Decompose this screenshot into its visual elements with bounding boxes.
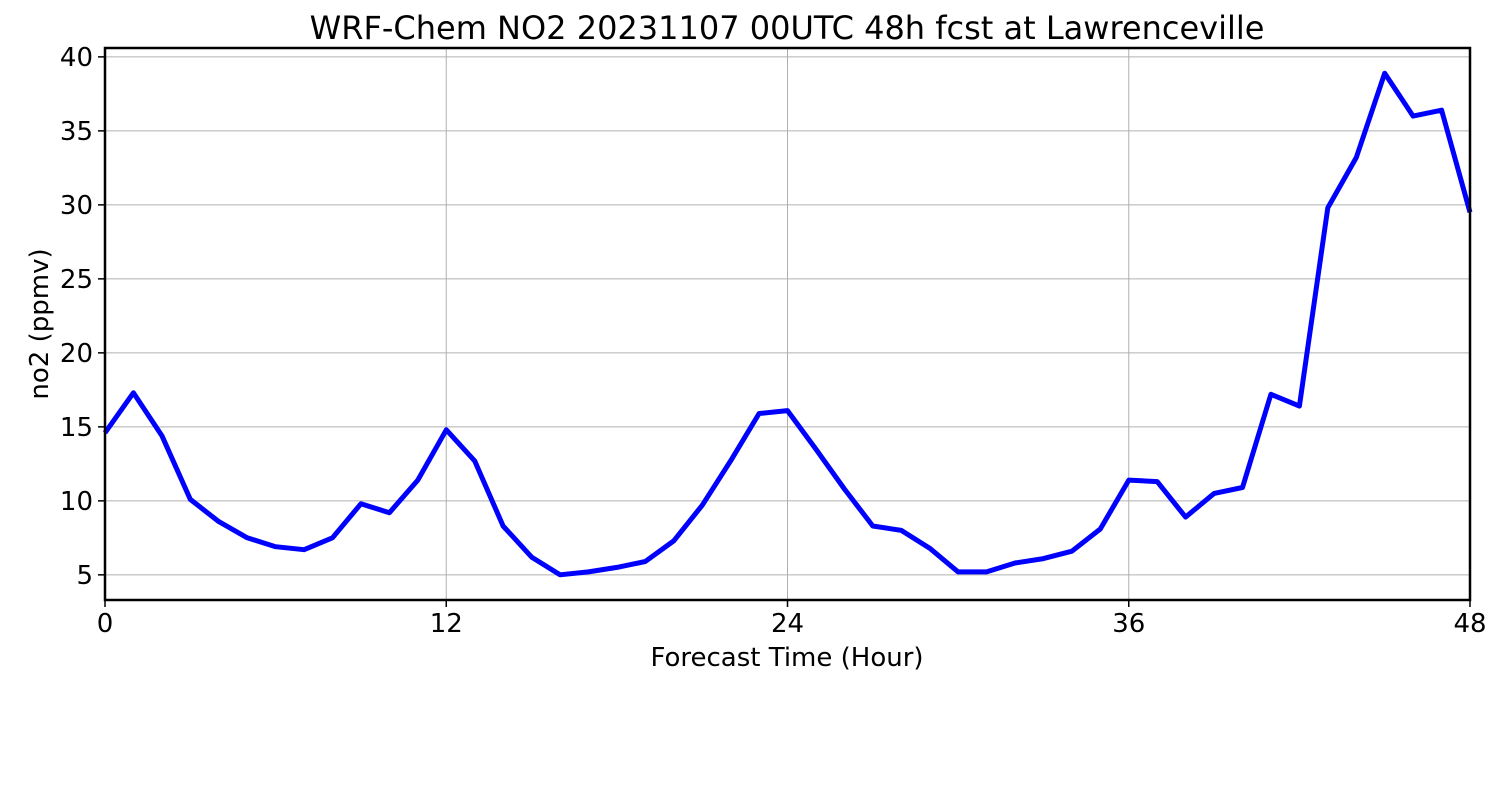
grid-lines [104,48,1471,600]
y-tick-label: 25 [60,265,93,295]
y-tick-label: 40 [60,43,93,73]
y-tick-label: 10 [60,487,93,517]
x-axis-label: Forecast Time (Hour) [650,643,923,673]
x-tick-label: 36 [1112,609,1145,639]
y-tick-label: 5 [76,561,93,591]
axis-ticks: 0 12 24 36 48 5 10 15 20 25 30 35 40 [60,43,1487,639]
y-tick-label: 30 [60,191,93,221]
x-tick-label: 48 [1453,609,1486,639]
y-tick-label: 20 [60,339,93,369]
no2-series-line [102,70,1473,578]
x-tick-label: 0 [97,609,114,639]
y-axis-label: no2 (ppmv) [25,248,55,399]
x-tick-label: 12 [430,609,463,639]
chart-title: WRF-Chem NO2 20231107 00UTC 48h fcst at … [310,9,1265,47]
x-tick-label: 24 [771,609,804,639]
series-layer [102,70,1473,578]
y-tick-label: 35 [60,117,93,147]
y-tick-label: 15 [60,413,93,443]
